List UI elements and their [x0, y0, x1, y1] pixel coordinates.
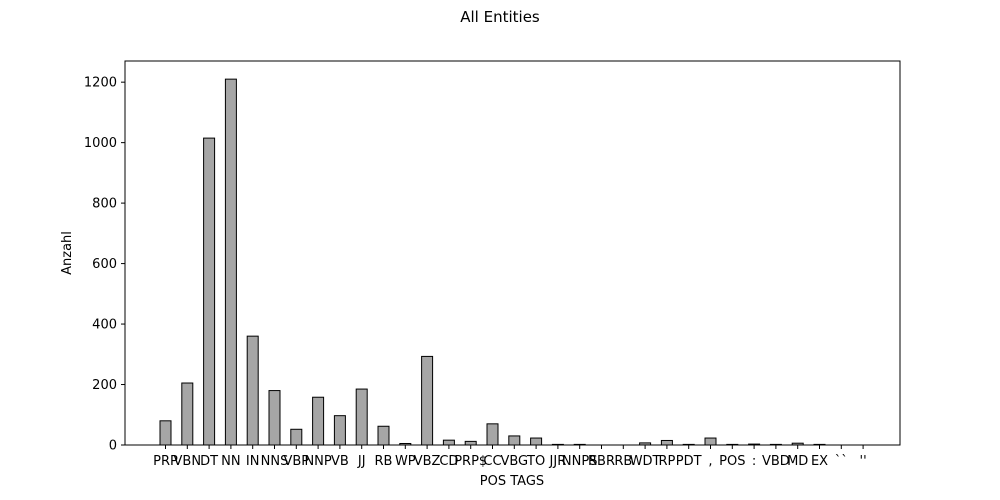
chart-title: All Entities — [460, 8, 540, 26]
x-tick-label: PRP$ — [454, 454, 487, 469]
bar-1 — [181, 382, 194, 446]
bar-16 — [508, 435, 521, 446]
x-tick-label: RBR — [588, 454, 615, 469]
x-tick-label: , — [708, 454, 712, 469]
bar-10 — [377, 425, 390, 446]
y-tick-label: 800 — [92, 197, 117, 212]
bar-0 — [159, 420, 172, 446]
bar-4 — [246, 335, 259, 446]
bar-2 — [203, 137, 216, 446]
y-tick-label: 200 — [92, 378, 117, 393]
x-tick-label: RB — [375, 454, 393, 469]
y-tick-label: 1000 — [84, 136, 117, 151]
x-tick-label: NN — [221, 454, 240, 469]
bar-13 — [442, 439, 455, 446]
x-tick-label: : — [752, 454, 756, 469]
x-tick-label: CD — [439, 454, 458, 469]
x-tick-label: VBD — [762, 454, 790, 469]
x-tick-label: DT — [200, 454, 218, 469]
bar-5 — [268, 390, 281, 446]
x-tick-label: JJR — [549, 454, 567, 469]
y-tick-label: 1200 — [84, 76, 117, 91]
y-tick-label: 600 — [92, 257, 117, 272]
x-tick-label: POS — [719, 454, 745, 469]
x-tick-label: WP — [395, 454, 416, 469]
x-tick-label: MD — [787, 454, 808, 469]
x-tick-label: NNS — [261, 454, 289, 469]
x-tick-label: NNPS — [562, 454, 598, 469]
bar-15 — [486, 423, 499, 446]
x-tick-label: NNP — [304, 454, 331, 469]
x-tick-label: VBG — [500, 454, 528, 469]
x-tick-label: IN — [246, 454, 260, 469]
x-tick-label: JJ — [357, 454, 366, 469]
bar-3 — [224, 78, 237, 446]
bar-6 — [290, 428, 303, 446]
x-tick-label: WDT — [630, 454, 661, 469]
y-tick-label: 400 — [92, 318, 117, 333]
x-tick-label: RB — [614, 454, 632, 469]
bar-23 — [660, 439, 673, 446]
x-tick-label: VB — [331, 454, 349, 469]
plot-frame — [124, 60, 901, 446]
bar-25 — [704, 437, 717, 446]
x-tick-label: EX — [811, 454, 828, 469]
x-axis-label: POS TAGS — [480, 474, 544, 489]
x-tick-label: PDT — [676, 454, 702, 469]
x-tick-label: `` — [835, 454, 848, 469]
y-axis-label: Anzahl — [60, 231, 75, 275]
x-tick-label: TO — [526, 454, 545, 469]
x-tick-label: VBZ — [414, 454, 441, 469]
x-tick-label: RP — [658, 454, 675, 469]
bar-17 — [530, 437, 543, 446]
x-tick-label: VBN — [174, 454, 202, 469]
bar-12 — [421, 355, 434, 446]
bar-7 — [312, 396, 325, 446]
x-tick-label: PRP — [153, 454, 178, 469]
x-tick-label: CC — [483, 454, 501, 469]
bar-9 — [355, 388, 368, 446]
x-tick-label: '' — [860, 454, 867, 469]
bar-14 — [464, 440, 477, 446]
bar-8 — [333, 415, 346, 446]
y-tick-label: 0 — [109, 439, 117, 454]
x-tick-label: VBP — [283, 454, 309, 469]
